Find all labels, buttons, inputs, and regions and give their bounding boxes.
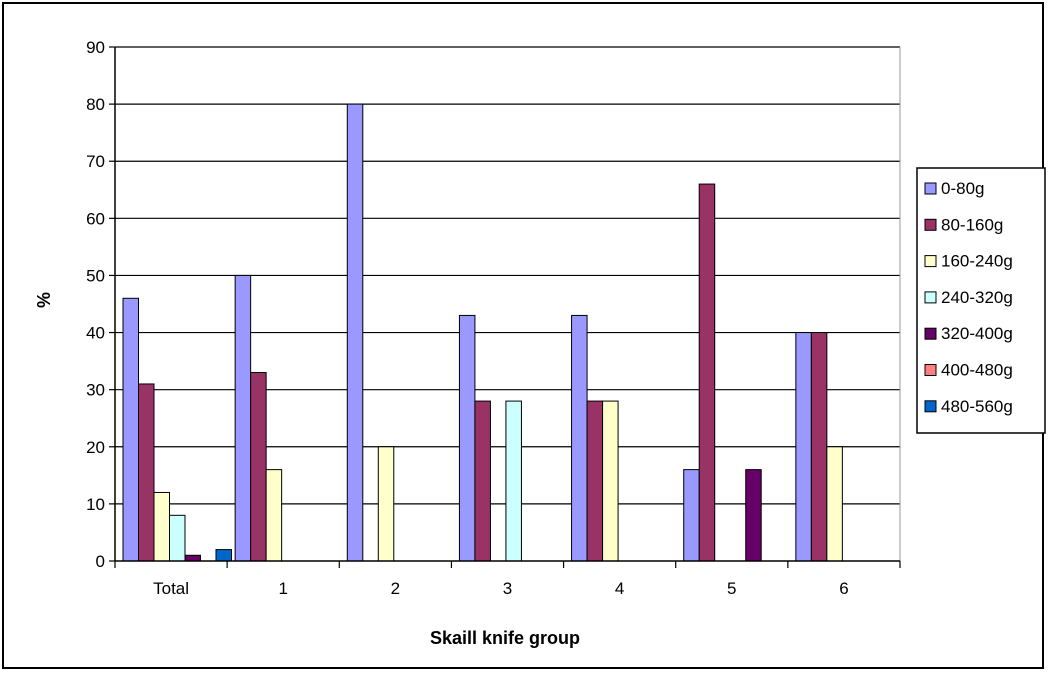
bar-80-160g-6 <box>810 332 828 562</box>
y-tick-label: 20 <box>86 438 105 457</box>
bar-160-240g-6 <box>826 446 843 562</box>
x-tick-label: 1 <box>278 579 287 598</box>
x-tick-label: 6 <box>839 579 848 598</box>
x-tick-label: 2 <box>391 579 400 598</box>
bar-240-320g-Total <box>169 514 186 562</box>
legend-swatch <box>924 255 937 268</box>
legend-label: 240-320g <box>941 288 1013 307</box>
axes <box>109 46 901 568</box>
legend-label: 160-240g <box>941 252 1013 271</box>
bar-80-160g-3 <box>474 400 491 562</box>
x-tick-label: 5 <box>727 579 736 598</box>
bar-160-240g-2 <box>377 446 395 562</box>
legend-swatch <box>924 400 937 413</box>
bar-80-160g-5 <box>698 183 716 562</box>
x-tick-label: 4 <box>615 579 624 598</box>
bar-160-240g-Total <box>153 491 170 562</box>
y-tick-label: 0 <box>96 552 105 571</box>
y-tick-label: 10 <box>86 495 105 514</box>
y-tick-label: 50 <box>86 266 105 285</box>
bar-320-400g-Total <box>184 554 201 562</box>
x-tick-label: Total <box>153 579 189 598</box>
x-tick-labels: Total 1 2 3 4 5 6 <box>153 579 849 598</box>
legend-swatch <box>924 364 937 376</box>
y-axis-title: % <box>34 292 54 308</box>
legend: 0-80g 80-160g 160-240g 240-320g 320-400g 400-… <box>916 167 1046 434</box>
bars <box>122 103 843 562</box>
bar-0-80g-1 <box>234 274 252 562</box>
legend-label: 480-560g <box>941 397 1013 416</box>
bar-80-160g-Total <box>138 383 155 562</box>
legend-label: 320-400g <box>941 324 1013 343</box>
x-axis-title: Skaill knife group <box>430 628 580 648</box>
bar-80-160g-1 <box>250 372 267 562</box>
bar-480-560g-Total <box>215 549 232 562</box>
bar-0-80g-4 <box>571 314 588 562</box>
bar-0-80g-3 <box>458 314 476 562</box>
legend-swatch <box>924 291 937 304</box>
legend-swatch <box>924 218 937 231</box>
bar-0-80g-Total <box>122 297 139 562</box>
y-tick-labels: 0 10 20 30 40 50 60 70 80 90 <box>86 38 105 571</box>
bar-0-80g-2 <box>346 103 364 562</box>
bar-0-80g-5 <box>683 469 700 562</box>
legend-label: 400-480g <box>941 361 1013 380</box>
legend-swatch <box>924 182 937 195</box>
bar-240-320g-3 <box>505 400 522 562</box>
legend-label: 0-80g <box>941 179 984 198</box>
y-tick-label: 90 <box>86 38 105 57</box>
bar-80-160g-4 <box>586 400 604 562</box>
y-tick-label: 80 <box>86 95 105 114</box>
bar-0-80g-6 <box>795 332 812 562</box>
legend-box <box>916 167 1046 434</box>
y-tick-label: 70 <box>86 152 105 171</box>
y-tick-label: 30 <box>86 381 105 400</box>
legend-swatch <box>924 327 937 340</box>
y-tick-label: 40 <box>86 324 105 343</box>
legend-label: 80-160g <box>941 215 1003 234</box>
x-tick-label: 3 <box>503 579 512 598</box>
bar-160-240g-1 <box>265 469 283 562</box>
bar-320-400g-5 <box>745 469 762 562</box>
y-tick-label: 60 <box>86 209 105 228</box>
bar-160-240g-4 <box>602 400 619 562</box>
